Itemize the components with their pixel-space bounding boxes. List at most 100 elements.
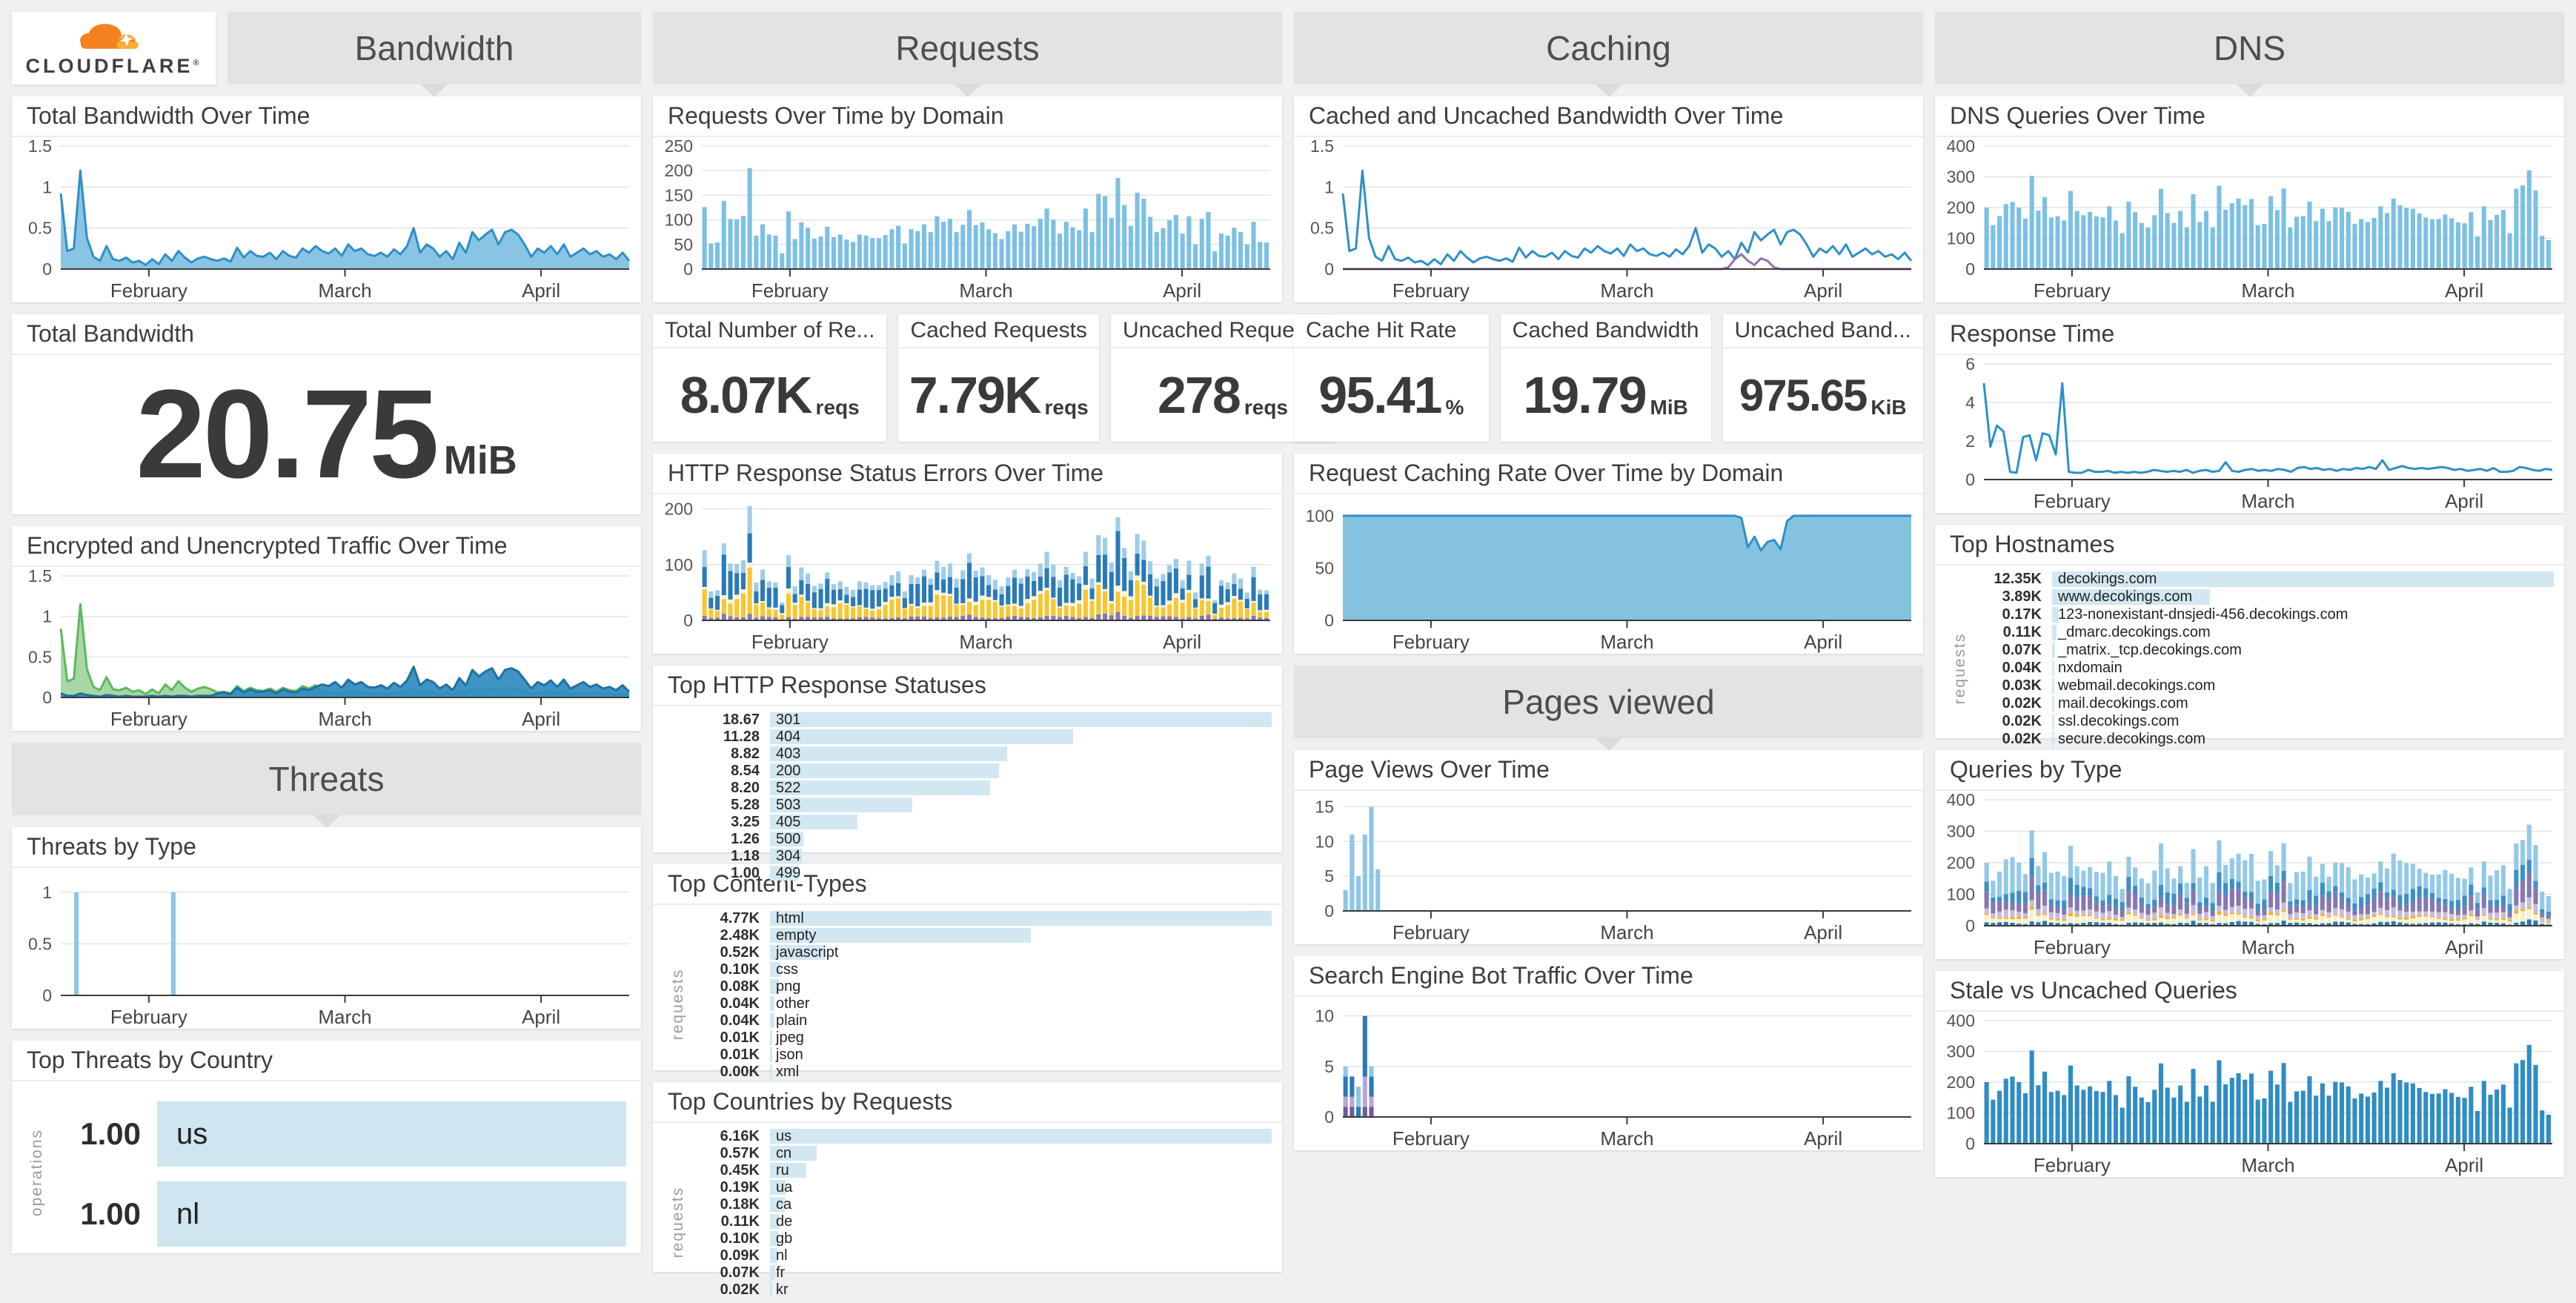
top-countries-list: requests 6.16K us 0.57K cn 0.45K ru 0.19K ua 0.1… bbox=[653, 1123, 1282, 1303]
card-response-time: Response Time 0 2 4 6 February March April bbox=[1935, 314, 2564, 513]
section-title: Caching bbox=[1546, 29, 1671, 67]
row-bar bbox=[770, 928, 1032, 943]
row-value: 1.18 bbox=[731, 847, 760, 864]
section-header-dns: DNS bbox=[1935, 12, 2564, 97]
svg-text:2: 2 bbox=[1965, 431, 1975, 451]
total-bandwidth-over-time-chart[interactable]: 0 0.5 1 1.5 February March April bbox=[12, 136, 641, 302]
row-value: 1.00 bbox=[80, 1196, 141, 1231]
page-views-chart[interactable]: 0 5 10 15 February March April bbox=[1294, 791, 1923, 944]
row-value: 1.00 bbox=[80, 1116, 141, 1151]
threats-by-type-chart[interactable]: 0 0.5 1 February March April bbox=[12, 868, 641, 1028]
row-value: 0.11K bbox=[2002, 624, 2042, 640]
row-value: 0.45K bbox=[720, 1161, 760, 1178]
request-caching-rate-chart[interactable]: 0 50 100 February March April bbox=[1294, 494, 1923, 653]
row-bar bbox=[770, 1047, 772, 1062]
svg-text:March: March bbox=[959, 631, 1012, 653]
row-label: ssl.decokings.com bbox=[2058, 713, 2180, 729]
stat-value: 20.75 bbox=[136, 364, 439, 505]
row-label: nl bbox=[776, 1247, 788, 1264]
stat-value: 19.79 MiB bbox=[1523, 366, 1688, 424]
list-row: 0.01K json bbox=[683, 1047, 1272, 1064]
svg-text:February: February bbox=[1392, 1127, 1470, 1150]
svg-text:100: 100 bbox=[1947, 1104, 1975, 1123]
card-title: Total Bandwidth Over Time bbox=[12, 96, 641, 137]
section-title: DNS bbox=[2213, 29, 2286, 67]
cached-uncached-bandwidth-chart[interactable]: 0 0.5 1 1.5 February March April bbox=[1294, 136, 1923, 302]
response-time-chart[interactable]: 0 2 4 6 February March April bbox=[1935, 354, 2564, 512]
list-row: 0.11K _dmarc.decokings.com bbox=[1965, 624, 2554, 641]
row-value: 4.77K bbox=[720, 909, 760, 926]
svg-text:April: April bbox=[2445, 279, 2483, 302]
section-title: Threats bbox=[268, 760, 385, 798]
svg-text:February: February bbox=[1392, 921, 1470, 944]
encrypted-traffic-chart[interactable]: 0 0.5 1 1.5 February March April bbox=[12, 566, 641, 730]
cloudflare-logo: CLOUDFLARE® bbox=[12, 12, 216, 84]
svg-text:0: 0 bbox=[1324, 611, 1334, 630]
row-label: gb bbox=[776, 1230, 793, 1247]
row-label: mail.decokings.com bbox=[2058, 695, 2188, 712]
row-value: 0.19K bbox=[720, 1178, 760, 1196]
section-header-bandwidth: Bandwidth bbox=[228, 12, 641, 97]
svg-text:300: 300 bbox=[1947, 1042, 1975, 1061]
top-http-statuses-list: 18.67 301 11.28 404 8.82 403 8.54 200 8.20 522 5.2… bbox=[653, 706, 1282, 886]
column-bandwidth: CLOUDFLARE® Bandwidth Total Bandwidth Ov… bbox=[12, 12, 641, 1272]
row-label: 405 bbox=[776, 814, 801, 830]
row-label: xml bbox=[776, 1064, 800, 1080]
bot-traffic-chart[interactable]: 0 5 10 February March April bbox=[1294, 997, 1923, 1150]
svg-text:0: 0 bbox=[1965, 259, 1975, 279]
row-bar bbox=[770, 1231, 778, 1246]
requests-over-time-chart[interactable]: 0 50 100 150 200 250 February March April bbox=[653, 136, 1282, 302]
queries-by-type-chart[interactable]: 0 100 200 300 400 February March April bbox=[1935, 790, 2564, 958]
list-row: 1.18 304 bbox=[683, 848, 1272, 864]
section-title: Requests bbox=[895, 29, 1040, 67]
list-row: 8.54 200 bbox=[683, 763, 1272, 779]
card-cached-requests: Cached Requests 7.79K reqs bbox=[898, 314, 1099, 442]
svg-text:March: March bbox=[318, 279, 371, 302]
list-row: 12.35K decokings.com bbox=[1965, 571, 2554, 588]
list-row: 0.10K gb bbox=[683, 1230, 1272, 1247]
row-label: cn bbox=[776, 1145, 792, 1161]
card-title: Cache Hit Rate bbox=[1294, 314, 1489, 348]
svg-text:200: 200 bbox=[1947, 198, 1975, 217]
stat-value: 8.07K reqs bbox=[680, 366, 860, 424]
row-value: 0.04K bbox=[720, 995, 760, 1012]
row-value: 0.07K bbox=[720, 1264, 760, 1281]
svg-text:15: 15 bbox=[1315, 797, 1334, 816]
http-errors-chart[interactable]: 0 100 200 February March April bbox=[653, 494, 1282, 653]
list-row: 0.08K png bbox=[683, 978, 1272, 995]
row-label: 522 bbox=[776, 780, 801, 796]
row-bar bbox=[2052, 625, 2057, 640]
row-value: 0.04K bbox=[2002, 660, 2042, 676]
card-top-threats-by-country: Top Threats by Country operations 1.00 us… bbox=[12, 1041, 641, 1253]
dns-queries-chart[interactable]: 0 100 200 300 400 February March April bbox=[1935, 136, 2564, 302]
list-row: 0.11K de bbox=[683, 1213, 1272, 1230]
list-row: 3.89K www.decokings.com bbox=[1965, 588, 2554, 606]
svg-text:300: 300 bbox=[1947, 168, 1975, 187]
list-row: 0.17K 123-nonexistant-dnsjedi-456.decokin… bbox=[1965, 606, 2554, 623]
list-row: 18.67 301 bbox=[683, 712, 1272, 728]
svg-text:February: February bbox=[2034, 490, 2111, 512]
svg-text:April: April bbox=[2445, 490, 2483, 512]
row-label: html bbox=[776, 910, 804, 926]
list-row: 0.01K jpeg bbox=[683, 1030, 1272, 1047]
stat-unit: reqs bbox=[1244, 396, 1288, 419]
y-axis-label: requests bbox=[669, 968, 686, 1040]
svg-text:April: April bbox=[1804, 1127, 1842, 1150]
stat-value: 95.41% bbox=[1318, 366, 1464, 424]
row-value: 0.02K bbox=[2002, 695, 2042, 712]
svg-text:0: 0 bbox=[683, 611, 693, 630]
svg-text:March: March bbox=[2241, 1154, 2294, 1176]
svg-text:March: March bbox=[2241, 279, 2294, 302]
svg-text:February: February bbox=[2034, 1154, 2111, 1176]
stale-uncached-queries-chart[interactable]: 0 100 200 300 400 February March April bbox=[1935, 1011, 2564, 1176]
row-value: 0.02K bbox=[2002, 731, 2042, 747]
svg-text:March: March bbox=[2241, 490, 2294, 512]
list-row: 0.02K mail.decokings.com bbox=[1965, 695, 2554, 712]
row-label: 500 bbox=[776, 831, 801, 847]
section-header-threats: Threats bbox=[12, 743, 641, 828]
row-bar bbox=[770, 798, 912, 812]
row-label: other bbox=[776, 995, 810, 1012]
svg-text:February: February bbox=[1392, 631, 1470, 653]
cloudflare-wordmark: CLOUDFLARE® bbox=[25, 54, 202, 77]
